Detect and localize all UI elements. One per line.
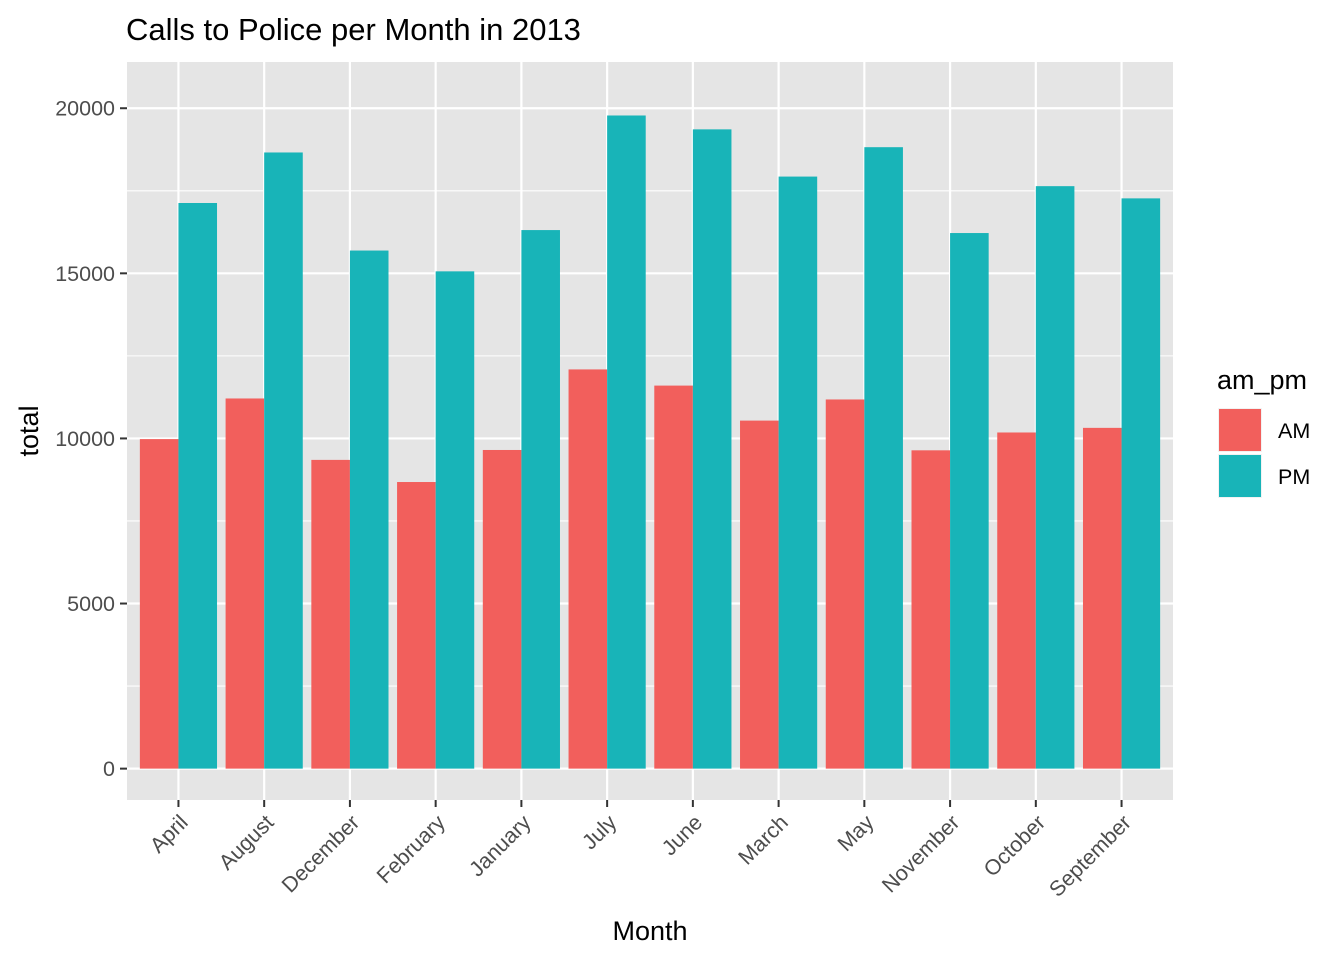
- bars: [139, 115, 1161, 769]
- y-tick-label: 0: [103, 757, 115, 781]
- bar-pm-december: [349, 250, 389, 769]
- bar-am-may: [825, 399, 865, 769]
- y-tick-label: 20000: [55, 97, 115, 121]
- x-tick-label: May: [833, 810, 879, 856]
- x-tick-label: January: [465, 810, 536, 881]
- bar-am-october: [997, 432, 1036, 769]
- bar-pm-january: [521, 230, 560, 769]
- x-tick-label: September: [1045, 810, 1136, 901]
- y-axis-title: total: [14, 405, 44, 456]
- x-tick-label: August: [214, 810, 278, 874]
- bar-am-september: [1082, 427, 1122, 769]
- x-tick-label: April: [145, 810, 192, 857]
- x-tick-label: October: [979, 810, 1050, 881]
- legend-key-am: [1219, 409, 1261, 451]
- bar-pm-july: [607, 115, 646, 769]
- x-tick-label: March: [734, 810, 793, 869]
- x-tick-label: December: [277, 810, 364, 897]
- x-tick-label: February: [372, 810, 450, 888]
- bar-pm-october: [1035, 186, 1075, 769]
- bar-pm-march: [778, 176, 818, 769]
- bar-am-june: [654, 385, 693, 769]
- bar-am-february: [397, 482, 436, 769]
- legend: am_pm AM PM: [1217, 365, 1310, 498]
- bar-pm-may: [864, 147, 903, 769]
- legend-label-pm: PM: [1278, 465, 1310, 489]
- x-axis-title: Month: [612, 916, 687, 946]
- bar-pm-november: [950, 233, 989, 769]
- bar-am-april: [139, 439, 179, 769]
- bar-pm-august: [264, 152, 303, 769]
- bar-pm-june: [692, 129, 732, 769]
- bar-am-december: [311, 459, 350, 769]
- bar-pm-april: [178, 202, 218, 769]
- x-tick-label: November: [877, 810, 964, 897]
- legend-key-pm: [1219, 455, 1261, 497]
- x-tick-label: July: [577, 810, 621, 854]
- bar-am-august: [225, 398, 265, 769]
- bar-pm-february: [435, 271, 475, 769]
- bar-am-march: [740, 420, 779, 769]
- bar-am-july: [568, 369, 608, 769]
- y-tick-label: 15000: [55, 262, 115, 286]
- bar-pm-september: [1121, 198, 1161, 769]
- y-tick-label: 5000: [67, 592, 115, 616]
- y-axis: 0 5000 10000 15000 20000: [55, 97, 127, 781]
- legend-items: AM PM: [1218, 408, 1310, 498]
- chart-title: Calls to Police per Month in 2013: [126, 12, 581, 47]
- bar-am-january: [482, 449, 522, 769]
- bar-am-november: [911, 450, 951, 769]
- legend-label-am: AM: [1278, 419, 1310, 443]
- x-tick-label: June: [657, 810, 707, 860]
- legend-title: am_pm: [1217, 365, 1307, 395]
- y-tick-label: 10000: [55, 427, 115, 451]
